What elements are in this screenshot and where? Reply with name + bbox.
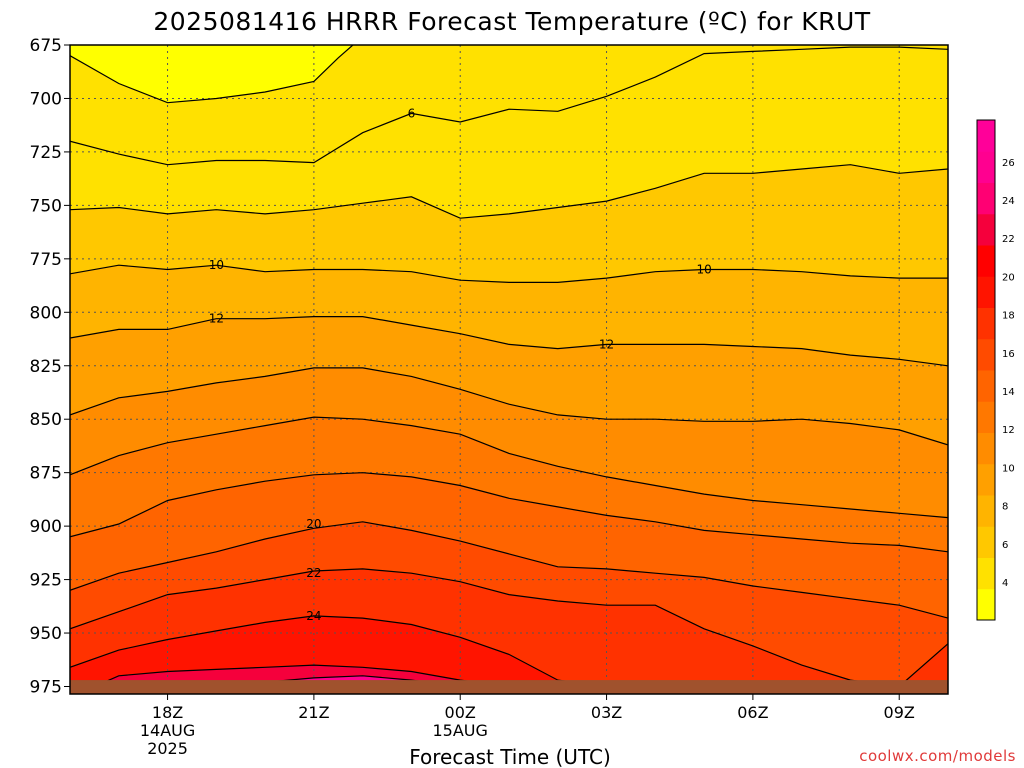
temperature-fills xyxy=(70,45,948,694)
x-axis-label: Forecast Time (UTC) xyxy=(409,745,611,768)
colorbar-segment xyxy=(977,588,995,621)
colorbar-tick-6: 6 xyxy=(1002,540,1008,551)
colorbar-tick-24: 24 xyxy=(1002,196,1015,207)
isotherm-10 xyxy=(70,264,948,283)
colorbar-tick-18: 18 xyxy=(1002,311,1015,322)
contour-label-12: 12 xyxy=(209,312,224,326)
y-tick-label-675: 675 xyxy=(30,36,62,56)
x-tick-label-06Z: 06Z xyxy=(737,703,768,722)
colorbar-segment xyxy=(977,245,995,277)
isotherm-14 xyxy=(70,367,948,446)
contour-label-24: 24 xyxy=(306,609,321,623)
x-tick-date-00Z: 15AUG xyxy=(433,721,488,740)
colorbar-segment xyxy=(977,182,995,215)
colorbar-segment xyxy=(977,276,995,308)
isotherm-22 xyxy=(70,568,948,688)
colorbar-tick-8: 8 xyxy=(1002,502,1008,513)
contour-label-22: 22 xyxy=(306,566,321,580)
y-tick-label-750: 750 xyxy=(30,196,62,216)
x-tick-year-18Z: 2025 xyxy=(147,739,188,758)
isotherm-cold-core xyxy=(70,45,354,104)
colorbar-tick-16: 16 xyxy=(1002,349,1015,360)
colorbar-segment xyxy=(977,463,995,496)
y-tick-label-900: 900 xyxy=(30,517,62,537)
y-tick-label-875: 875 xyxy=(30,464,62,484)
isotherm-6 xyxy=(70,46,948,166)
y-tick-label-775: 775 xyxy=(30,250,62,270)
colorbar-tick-20: 20 xyxy=(1002,272,1015,283)
colorbar-segment xyxy=(977,526,995,558)
isotherm-lines xyxy=(70,45,948,694)
ground-fill xyxy=(70,680,948,694)
y-tick-label-925: 925 xyxy=(30,571,62,591)
x-tick-label-00Z: 00Z xyxy=(445,703,476,722)
isotherm-8 xyxy=(70,164,948,219)
y-tick-label-800: 800 xyxy=(30,303,62,323)
x-tick-label-18Z: 18Z xyxy=(152,703,183,722)
contour-label-10: 10 xyxy=(696,263,711,277)
x-tick-label-09Z: 09Z xyxy=(884,703,915,722)
contour-label-20: 20 xyxy=(306,517,321,531)
isotherm-12 xyxy=(70,316,948,367)
colorbar-segment xyxy=(977,338,995,371)
y-tick-label-850: 850 xyxy=(30,410,62,430)
contour-labels: 6 10 10 12 12 20 22 24 xyxy=(209,106,712,623)
y-tick-label-950: 950 xyxy=(30,624,62,644)
colorbar-segment xyxy=(977,307,995,340)
colorbar-segment xyxy=(977,432,995,465)
isotherm-20 xyxy=(70,521,948,619)
y-axis: 675 700 725 750 775 800 825 850 875 900 925 950 975 xyxy=(30,36,70,698)
colorbar-tick-10: 10 xyxy=(1002,463,1015,474)
colorbar: 4 6 8 10 12 14 16 18 20 22 24 26 xyxy=(976,119,1015,621)
credit-link[interactable]: coolwx.com/models xyxy=(859,747,1016,765)
colorbar-segment xyxy=(977,370,995,402)
colorbar-segment xyxy=(977,120,995,152)
contour-label-12: 12 xyxy=(599,337,614,351)
isotherm-18 xyxy=(70,472,948,553)
y-tick-label-725: 725 xyxy=(30,143,62,163)
colorbar-tick-22: 22 xyxy=(1002,234,1015,245)
plot-frame xyxy=(69,44,949,695)
contour-label-10: 10 xyxy=(209,258,224,272)
colorbar-tick-12: 12 xyxy=(1002,425,1015,436)
colorbar-frame xyxy=(976,119,996,621)
colorbar-tick-4: 4 xyxy=(1002,578,1008,589)
y-tick-label-825: 825 xyxy=(30,357,62,377)
colorbar-segment xyxy=(977,213,995,246)
y-tick-label-700: 700 xyxy=(30,89,62,109)
x-tick-label-21Z: 21Z xyxy=(298,703,329,722)
colorbar-tick-26: 26 xyxy=(1002,158,1015,169)
y-tick-label-975: 975 xyxy=(30,678,62,698)
colorbar-segment xyxy=(977,151,995,183)
ground-layer xyxy=(70,680,948,694)
x-tick-date-18Z: 14AUG xyxy=(140,721,195,740)
chart-title: 2025081416 HRRR Forecast Temperature (ºC… xyxy=(153,7,870,36)
contour-label-6: 6 xyxy=(408,106,416,120)
colorbar-segment xyxy=(977,557,995,590)
colorbar-segment xyxy=(977,401,995,433)
colorbar-segment xyxy=(977,495,995,527)
colorbar-tick-14: 14 xyxy=(1002,387,1015,398)
isotherm-16 xyxy=(70,416,948,519)
x-tick-label-03Z: 03Z xyxy=(591,703,622,722)
